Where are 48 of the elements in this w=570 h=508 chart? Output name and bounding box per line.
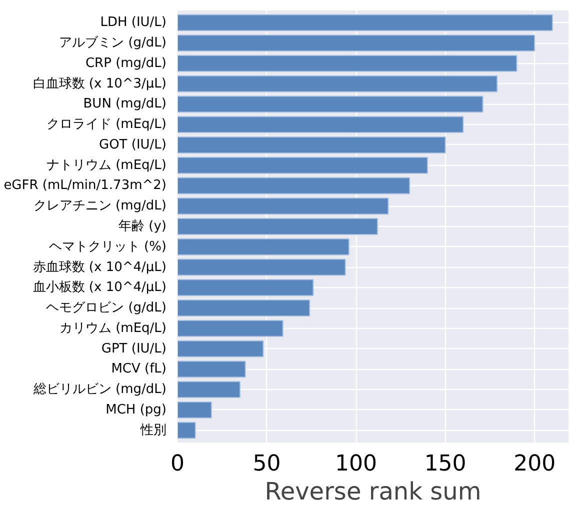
y-tick-label: クロライド (mEq/L) <box>46 117 167 132</box>
bar <box>178 381 240 398</box>
y-tick-label: 総ビリルビン (mg/dL) <box>32 382 167 398</box>
y-tick-label: GOT (IU/L) <box>99 137 167 152</box>
y-tick-label: BUN (mg/dL) <box>83 96 167 112</box>
x-axis-title: Reverse rank sum <box>264 478 482 506</box>
bar <box>178 116 464 134</box>
y-tick-label: 年齢 (y) <box>118 219 167 234</box>
x-tick-label: 200 <box>514 452 556 476</box>
y-tick-label: CRP (mg/dL) <box>85 56 166 71</box>
bar <box>178 300 310 316</box>
y-tick-label: GPT (IU/L) <box>101 341 167 356</box>
x-tick-label: 50 <box>252 452 281 476</box>
y-tick-label: カリウム (mEq/L) <box>59 320 167 336</box>
bar <box>178 279 314 296</box>
x-tick-label: 100 <box>335 452 378 476</box>
bar <box>178 258 346 276</box>
x-tick-label: 0 <box>170 452 184 476</box>
y-tick-label: 白血球数 (x 10^3/μL) <box>32 76 166 92</box>
bar <box>178 238 350 256</box>
y-tick-label: アルブミン (g/dL) <box>59 36 167 51</box>
bar <box>178 156 428 174</box>
bar <box>178 218 378 235</box>
bar <box>178 14 553 32</box>
y-tick-label: ヘマトクリット (%) <box>48 239 167 254</box>
bar <box>178 320 284 337</box>
y-tick-label: MCV (fL) <box>111 362 167 377</box>
bar <box>178 360 246 378</box>
y-tick-label: クレアチニン (mg/dL) <box>33 198 167 214</box>
y-tick-label: 赤血球数 (x 10^4/μL) <box>32 260 166 275</box>
y-tick-label: ヘモグロビン (g/dL) <box>46 300 167 316</box>
y-tick-label: MCH (pg) <box>106 402 167 418</box>
bar <box>178 422 196 439</box>
bar <box>178 198 389 215</box>
bar <box>178 34 536 52</box>
y-tick-label: LDH (IU/L) <box>100 15 167 30</box>
bar <box>178 136 446 154</box>
bar <box>178 177 410 194</box>
y-tick-label: eGFR (mL/min/1.73m^2) <box>4 178 166 194</box>
y-tick-label: 血小板数 (x 10^4/μL) <box>32 280 166 296</box>
bar <box>178 401 212 418</box>
bar <box>178 340 264 358</box>
y-tick-label: 性別 <box>140 422 166 438</box>
y-tick-label: ナトリウム (mEq/L) <box>46 158 167 173</box>
x-tick-label: 150 <box>424 452 466 476</box>
bar <box>178 55 518 72</box>
bar <box>178 96 484 113</box>
bar <box>178 75 498 92</box>
